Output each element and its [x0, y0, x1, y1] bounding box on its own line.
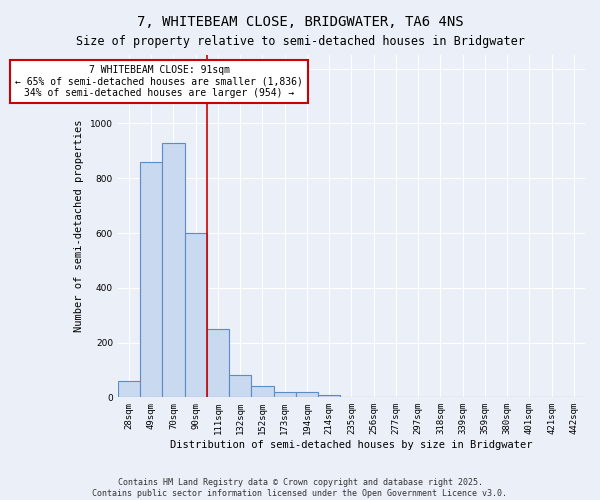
Bar	[318, 394, 340, 398]
Text: 7 WHITEBEAM CLOSE: 91sqm
← 65% of semi-detached houses are smaller (1,836)
34% o: 7 WHITEBEAM CLOSE: 91sqm ← 65% of semi-d…	[15, 66, 303, 98]
Bar	[251, 386, 274, 398]
Text: Contains HM Land Registry data © Crown copyright and database right 2025.
Contai: Contains HM Land Registry data © Crown c…	[92, 478, 508, 498]
Bar	[118, 381, 140, 398]
Bar	[163, 142, 185, 398]
Bar	[296, 392, 318, 398]
Bar	[140, 162, 163, 398]
Bar	[274, 392, 296, 398]
Bar	[207, 329, 229, 398]
Y-axis label: Number of semi-detached properties: Number of semi-detached properties	[74, 120, 85, 332]
X-axis label: Distribution of semi-detached houses by size in Bridgwater: Distribution of semi-detached houses by …	[170, 440, 533, 450]
Text: Size of property relative to semi-detached houses in Bridgwater: Size of property relative to semi-detach…	[76, 35, 524, 48]
Bar	[185, 233, 207, 398]
Text: 7, WHITEBEAM CLOSE, BRIDGWATER, TA6 4NS: 7, WHITEBEAM CLOSE, BRIDGWATER, TA6 4NS	[137, 15, 463, 29]
Bar	[229, 376, 251, 398]
